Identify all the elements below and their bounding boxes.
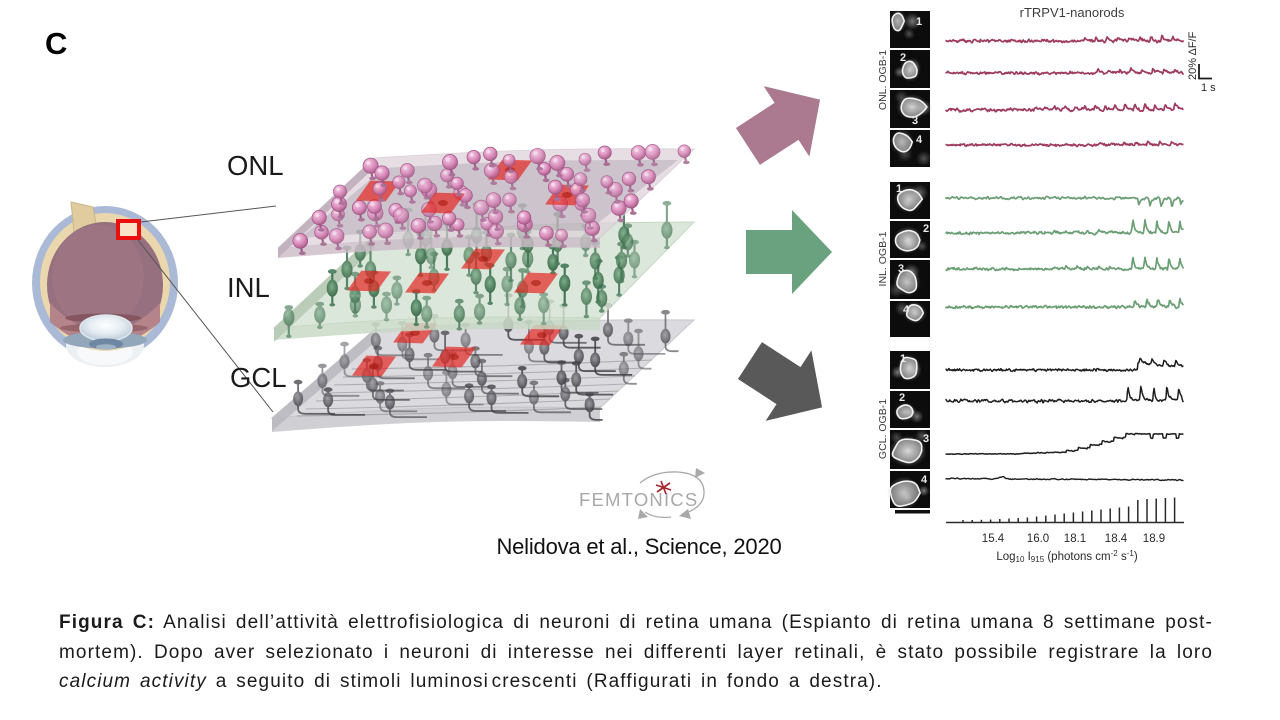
svg-text:rTRPV1-nanorods: rTRPV1-nanorods [1020,5,1125,20]
svg-text:16.0: 16.0 [1027,533,1049,545]
svg-text:Nelidova et al., Science, 2020: Nelidova et al., Science, 2020 [496,534,781,559]
svg-text:18.4: 18.4 [1105,533,1128,545]
svg-text:18.9: 18.9 [1143,533,1165,545]
svg-text:C: C [45,26,67,61]
svg-text:GCL. OGB-1: GCL. OGB-1 [877,399,889,459]
svg-text:1 s: 1 s [1201,82,1216,94]
svg-text:1: 1 [916,16,922,28]
svg-text:4: 4 [916,134,923,146]
svg-text:2: 2 [900,52,906,64]
svg-text:INL: INL [227,272,270,303]
svg-text:3: 3 [923,433,929,445]
svg-text:3: 3 [912,115,918,127]
svg-text:18.1: 18.1 [1064,533,1086,545]
svg-text:2: 2 [923,223,929,235]
svg-text:ONL: ONL [227,150,284,181]
svg-text:4: 4 [903,304,910,316]
svg-text:1: 1 [896,183,902,195]
svg-text:2: 2 [899,392,905,404]
svg-text:GCL: GCL [230,362,287,393]
svg-text:ONL. OGB-1: ONL. OGB-1 [877,50,889,110]
svg-text:3: 3 [898,263,904,275]
svg-text:15.4: 15.4 [982,533,1005,545]
svg-text:4: 4 [921,474,928,486]
svg-text:Log10 I915 (photons cm-2 s-1): Log10 I915 (photons cm-2 s-1) [996,549,1138,564]
svg-text:1: 1 [900,353,906,365]
svg-text:INL. OGB-1: INL. OGB-1 [877,231,889,286]
svg-text:20% ΔF/F: 20% ΔF/F [1187,31,1199,80]
svg-text:FEMTONICS: FEMTONICS [579,489,698,510]
